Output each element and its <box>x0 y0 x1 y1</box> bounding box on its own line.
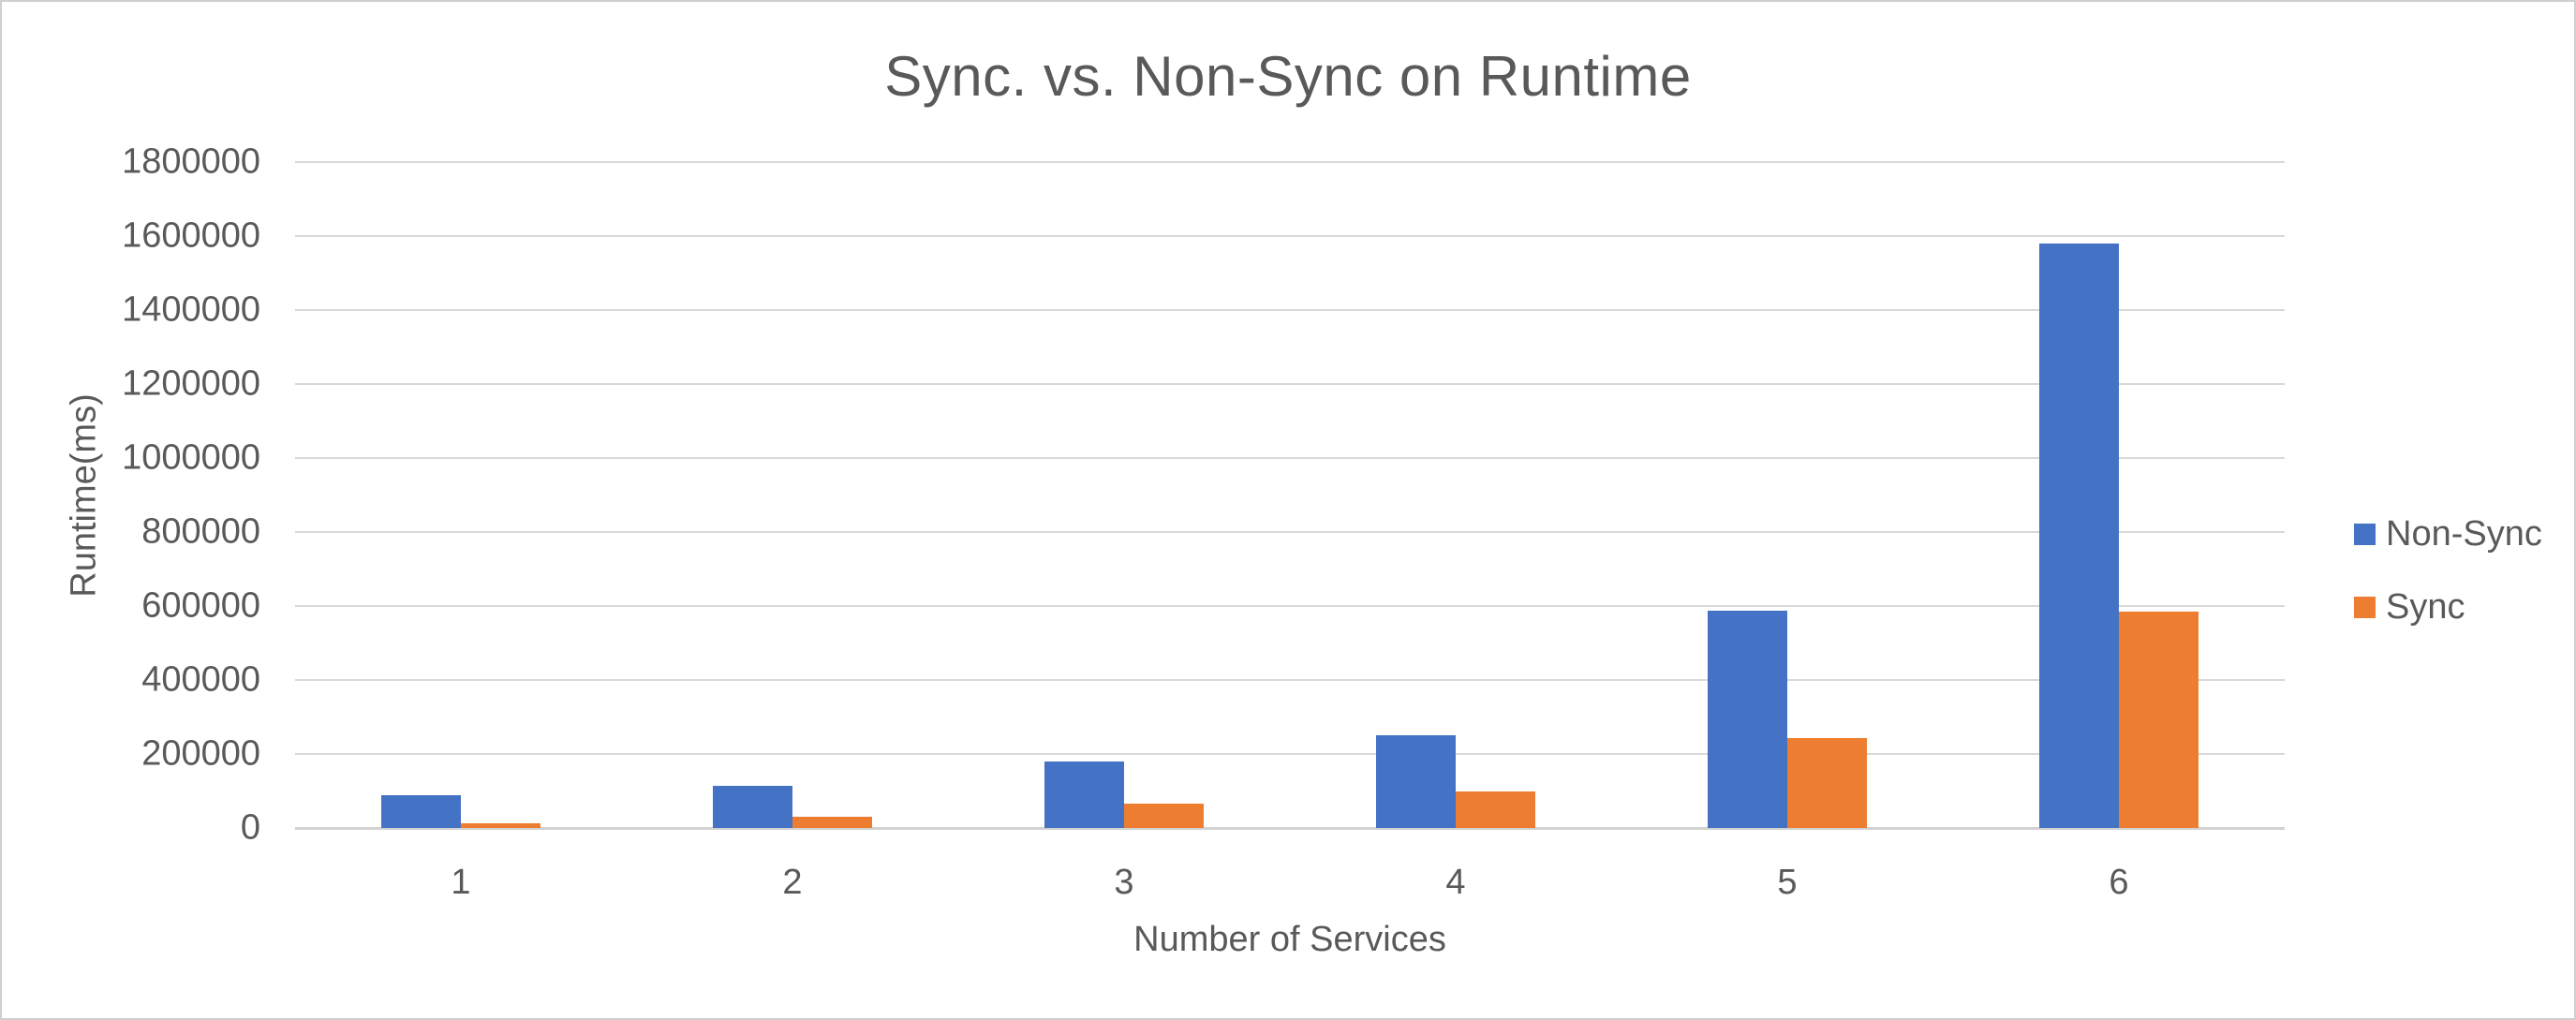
y-tick-label: 600000 <box>141 585 260 626</box>
gridline-1800000 <box>295 161 2285 163</box>
gridline-1200000 <box>295 383 2285 385</box>
gridline-600000 <box>295 605 2285 607</box>
bar-non-sync-5 <box>1708 611 1787 828</box>
x-tick-label-5: 5 <box>1777 863 1798 902</box>
y-tick-label: 1200000 <box>122 363 260 404</box>
bar-sync-2 <box>792 817 872 828</box>
bar-non-sync-3 <box>1044 761 1124 828</box>
y-tick-label: 400000 <box>141 659 260 700</box>
legend-item-non-sync: Non-Sync <box>2354 512 2542 555</box>
bar-non-sync-1 <box>381 795 461 828</box>
x-tick-label-4: 4 <box>1445 863 1466 902</box>
bar-sync-4 <box>1456 791 1535 828</box>
bar-sync-1 <box>461 822 540 828</box>
chart-title: Sync. vs. Non-Sync on Runtime <box>884 45 1692 108</box>
y-axis-tick-labels: 0 200000 400000 600000 800000 1000000 1200000 1… <box>2 2 260 1018</box>
legend-marker-icon <box>2354 523 2376 545</box>
x-tick-label-6: 6 <box>2109 863 2129 902</box>
bar-non-sync-4 <box>1376 735 1456 828</box>
y-axis-title: Runtime(ms) <box>64 393 104 598</box>
gridline-200000 <box>295 753 2285 755</box>
y-tick-label: 200000 <box>141 733 260 774</box>
x-axis-title: Number of Services <box>1133 920 1446 959</box>
gridline-1000000 <box>295 457 2285 459</box>
y-tick-label: 1000000 <box>122 437 260 478</box>
y-tick-label: 1600000 <box>122 215 260 256</box>
gridline-1400000 <box>295 309 2285 311</box>
plot-area <box>295 161 2285 830</box>
gridline-400000 <box>295 679 2285 681</box>
bar-non-sync-6 <box>2039 243 2119 828</box>
x-axis-line <box>295 827 2285 830</box>
y-tick-label: 1800000 <box>122 141 260 182</box>
gridline-1600000 <box>295 235 2285 237</box>
bar-sync-6 <box>2119 612 2198 828</box>
bar-sync-3 <box>1124 803 1204 828</box>
x-tick-label-1: 1 <box>451 863 471 902</box>
bar-sync-5 <box>1787 738 1867 828</box>
y-tick-label: 1400000 <box>122 289 260 330</box>
gridline-800000 <box>295 531 2285 533</box>
x-tick-label-3: 3 <box>1114 863 1134 902</box>
legend-label: Sync <box>2386 586 2465 627</box>
legend-marker-icon <box>2354 596 2376 618</box>
y-tick-label: 0 <box>240 807 260 848</box>
bar-non-sync-2 <box>713 785 792 828</box>
x-tick-label-2: 2 <box>782 863 803 902</box>
y-tick-label: 800000 <box>141 511 260 552</box>
legend-label: Non-Sync <box>2386 513 2542 554</box>
legend-item-sync: Sync <box>2354 585 2465 628</box>
